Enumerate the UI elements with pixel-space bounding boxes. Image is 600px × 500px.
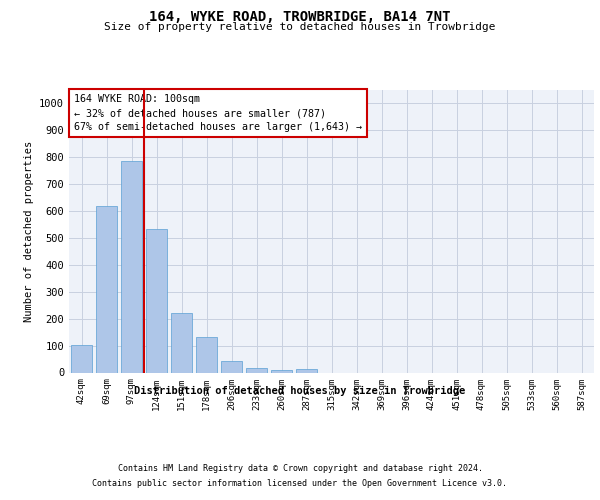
Text: Contains HM Land Registry data © Crown copyright and database right 2024.: Contains HM Land Registry data © Crown c… (118, 464, 482, 473)
Text: Size of property relative to detached houses in Trowbridge: Size of property relative to detached ho… (104, 22, 496, 32)
Bar (246, 368, 267, 372)
Y-axis label: Number of detached properties: Number of detached properties (23, 140, 34, 322)
Bar (196, 336, 217, 372)
Bar (171, 314, 192, 372)
Text: Distribution of detached houses by size in Trowbridge: Distribution of detached houses by size … (134, 386, 466, 396)
Bar (71, 345, 92, 372)
Bar (96, 206, 117, 372)
Bar (221, 361, 242, 372)
Text: 164 WYKE ROAD: 100sqm
← 32% of detached houses are smaller (787)
67% of semi-det: 164 WYKE ROAD: 100sqm ← 32% of detached … (74, 94, 362, 132)
Text: 164, WYKE ROAD, TROWBRIDGE, BA14 7NT: 164, WYKE ROAD, TROWBRIDGE, BA14 7NT (149, 10, 451, 24)
Text: Contains public sector information licensed under the Open Government Licence v3: Contains public sector information licen… (92, 479, 508, 488)
Bar (121, 162, 142, 372)
Bar (271, 370, 292, 372)
Bar (146, 228, 167, 372)
Bar (296, 370, 317, 372)
